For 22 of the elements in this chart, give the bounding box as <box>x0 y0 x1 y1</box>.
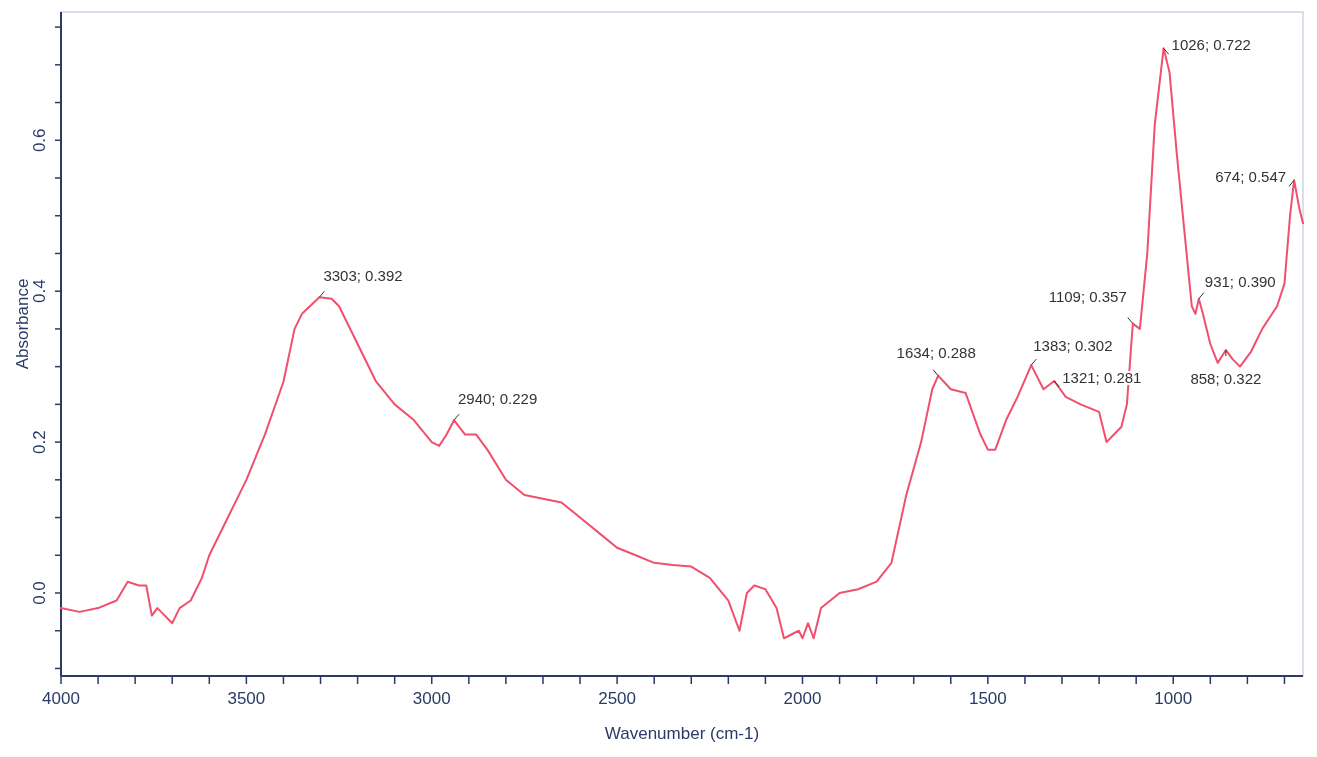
annotation: 1026; 0.722 <box>1171 36 1251 54</box>
y-axis-title: Absorbance <box>13 278 32 370</box>
x-tick-label: 1500 <box>968 689 1007 708</box>
annotation: 1383; 0.302 <box>1033 337 1113 355</box>
y-tick-label: 0.0 <box>29 581 49 605</box>
x-tick-label: 3000 <box>412 689 451 708</box>
annotation: 1634; 0.288 <box>896 343 976 361</box>
x-tick-label: 2500 <box>598 689 637 708</box>
annotation: 2940; 0.229 <box>457 390 538 408</box>
y-tick-label: 0.6 <box>29 128 49 153</box>
x-tick-label: 3500 <box>227 689 266 708</box>
x-axis-title: Wavenumber (cm-1) <box>604 724 760 743</box>
annotation: 3303; 0.392 <box>323 267 403 285</box>
annotation: 1109; 0.357 <box>1048 287 1127 305</box>
y-tick-label: 0.2 <box>29 430 49 454</box>
y-tick-label: 0.4 <box>29 279 49 303</box>
x-tick-label: 1000 <box>1154 689 1193 708</box>
annotation: 931; 0.390 <box>1204 272 1276 290</box>
x-tick-label: 2000 <box>783 689 822 708</box>
annotation: 858; 0.322 <box>1190 370 1262 388</box>
x-tick-label: 4000 <box>42 689 80 708</box>
annotation: 674; 0.547 <box>1215 168 1287 186</box>
